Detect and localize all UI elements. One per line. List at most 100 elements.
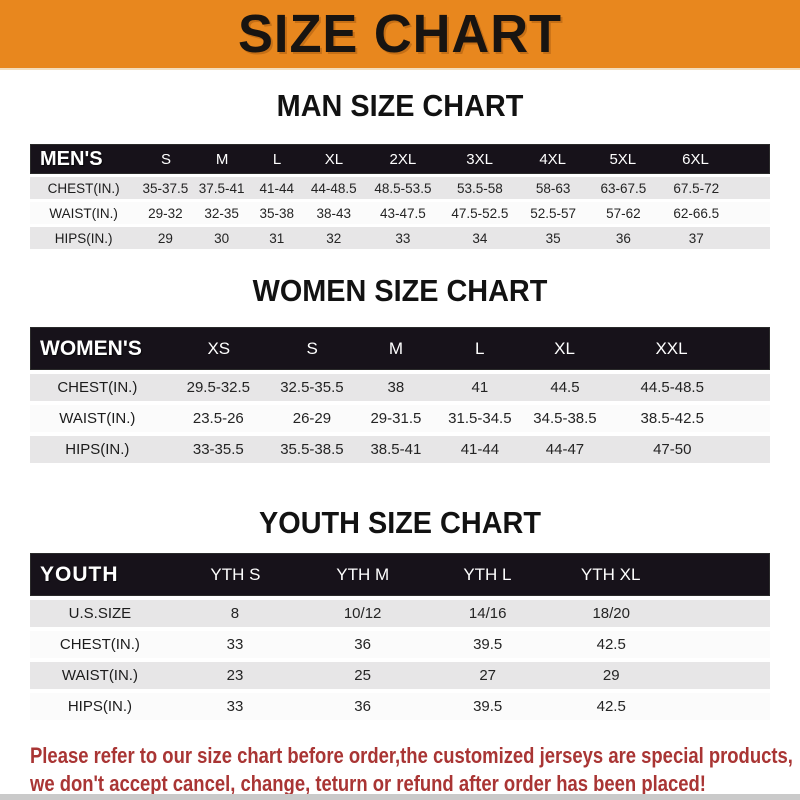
table-row: HIPS(IN.) 33 36 39.5 42.5 bbox=[30, 693, 770, 720]
size-value: 35.5-38.5 bbox=[280, 441, 344, 458]
size-value: 32 bbox=[326, 230, 342, 246]
row-label: CHEST(IN.) bbox=[59, 636, 140, 653]
column-header: S bbox=[161, 150, 172, 168]
table-row: WAIST(IN.) 23.5-26 26-29 29-31.5 31.5-34.5 34… bbox=[30, 405, 770, 432]
column-header: S bbox=[306, 338, 318, 358]
size-value: 38-43 bbox=[316, 205, 352, 221]
row-label: WAIST(IN.) bbox=[59, 410, 136, 427]
row-label: WAIST(IN.) bbox=[61, 667, 138, 684]
order-policy-note: Please refer to our size chart before or… bbox=[30, 742, 800, 798]
size-value: 67.5-72 bbox=[673, 180, 720, 196]
column-header: XXL bbox=[655, 338, 688, 358]
column-header: L bbox=[272, 150, 282, 168]
table-row: CHEST(IN.) 35-37.5 37.5-41 41-44 44-48.5 48.5… bbox=[30, 177, 770, 199]
bottom-divider bbox=[0, 794, 800, 800]
table-row: CHEST(IN.) 29.5-32.5 32.5-35.5 38 41 44.5 44.5… bbox=[30, 374, 770, 401]
size-value: 47-50 bbox=[653, 441, 692, 458]
size-value: 31 bbox=[269, 230, 285, 246]
column-header: XL bbox=[324, 150, 344, 168]
column-header: 3XL bbox=[466, 150, 493, 168]
table-header-label: MEN'S bbox=[40, 147, 103, 170]
size-value: 36 bbox=[354, 636, 371, 653]
size-value: 27 bbox=[479, 667, 496, 684]
table-header-label: YOUTH bbox=[40, 562, 119, 586]
size-value: 43-47.5 bbox=[380, 205, 426, 221]
column-header: 6XL bbox=[682, 150, 709, 168]
size-value: 57-62 bbox=[606, 205, 641, 221]
size-value: 44-48.5 bbox=[310, 180, 357, 196]
youth-section-heading: YOUTH SIZE CHART bbox=[259, 505, 541, 540]
size-value: 29-32 bbox=[148, 205, 183, 221]
size-value: 41-44 bbox=[460, 441, 500, 458]
table-row: WAIST(IN.) 23 25 27 29 bbox=[30, 662, 770, 689]
men-size-table: MEN'S S M L XL 2XL 3XL 4XL 5XL 6XL CHEST(IN.) 35-… bbox=[30, 144, 770, 249]
size-value: 35-38 bbox=[259, 205, 295, 221]
size-value: 26-29 bbox=[292, 410, 332, 427]
size-value: 41 bbox=[471, 379, 489, 396]
row-label: U.S.SIZE bbox=[68, 605, 132, 622]
table-row: WAIST(IN.) 29-32 32-35 35-38 38-43 43-47.5 47.… bbox=[30, 202, 770, 224]
table-header: WOMEN'S XS S M L XL XXL bbox=[30, 327, 770, 370]
size-value: 52.5-57 bbox=[530, 205, 577, 221]
size-value: 47.5-52.5 bbox=[451, 205, 509, 221]
size-value: 32.5-35.5 bbox=[280, 379, 344, 396]
size-value: 33-35.5 bbox=[192, 441, 244, 458]
table-header: YOUTH YTH S YTH M YTH L YTH XL bbox=[30, 553, 770, 596]
size-value: 48.5-53.5 bbox=[374, 180, 432, 196]
table-row: CHEST(IN.) 33 36 39.5 42.5 bbox=[30, 631, 770, 658]
size-value: 37 bbox=[688, 230, 704, 246]
size-value: 38 bbox=[387, 379, 405, 396]
column-header: YTH L bbox=[463, 564, 512, 584]
column-header: XS bbox=[207, 338, 231, 358]
table-row: HIPS(IN.) 29 30 31 32 33 34 35 36 37 bbox=[30, 227, 770, 249]
size-value: 35 bbox=[545, 230, 561, 246]
size-value: 38.5-42.5 bbox=[640, 410, 704, 427]
size-value: 30 bbox=[214, 230, 230, 246]
size-value: 44.5 bbox=[550, 379, 580, 396]
size-value: 23.5-26 bbox=[192, 410, 244, 427]
size-value: 14/16 bbox=[468, 605, 507, 622]
size-value: 34.5-38.5 bbox=[533, 410, 597, 427]
size-value: 29.5-32.5 bbox=[186, 379, 251, 396]
size-value: 25 bbox=[354, 667, 371, 684]
size-value: 38.5-41 bbox=[370, 441, 422, 458]
size-value: 39.5 bbox=[473, 698, 503, 715]
size-value: 8 bbox=[230, 605, 240, 622]
women-section-heading: WOMEN SIZE CHART bbox=[252, 273, 548, 308]
size-value: 10/12 bbox=[343, 605, 382, 622]
row-label: CHEST(IN.) bbox=[47, 180, 120, 196]
table-row: HIPS(IN.) 33-35.5 35.5-38.5 38.5-41 41-44 44-… bbox=[30, 436, 770, 463]
size-value: 36 bbox=[354, 698, 371, 715]
column-header: XL bbox=[554, 338, 575, 358]
size-value: 44.5-48.5 bbox=[640, 379, 704, 396]
column-header: YTH XL bbox=[580, 564, 641, 584]
column-header: YTH S bbox=[210, 564, 261, 584]
size-value: 41-44 bbox=[259, 180, 295, 196]
size-value: 36 bbox=[615, 230, 631, 246]
size-value: 32-35 bbox=[204, 205, 239, 221]
column-header: 4XL bbox=[539, 150, 567, 168]
size-value: 53.5-58 bbox=[456, 180, 503, 196]
size-value: 35-37.5 bbox=[142, 180, 189, 196]
row-label: CHEST(IN.) bbox=[57, 379, 138, 396]
row-label: HIPS(IN.) bbox=[67, 698, 133, 715]
column-header: M bbox=[215, 150, 229, 168]
man-section-heading: MAN SIZE CHART bbox=[276, 88, 524, 123]
size-value: 39.5 bbox=[473, 636, 503, 653]
row-label: HIPS(IN.) bbox=[65, 441, 130, 458]
size-value: 23 bbox=[226, 667, 244, 684]
column-header: 2XL bbox=[389, 150, 417, 168]
size-value: 33 bbox=[395, 230, 411, 246]
size-value: 29-31.5 bbox=[370, 410, 422, 427]
column-header: YTH M bbox=[336, 564, 390, 584]
size-value: 63-67.5 bbox=[600, 180, 647, 196]
size-value: 42.5 bbox=[596, 698, 626, 715]
size-value: 18/20 bbox=[592, 605, 630, 622]
column-header: 5XL bbox=[609, 150, 637, 168]
youth-size-table: YOUTH YTH S YTH M YTH L YTH XL U.S.SIZE 8 10/… bbox=[30, 553, 770, 720]
policy-line-2: we don't accept cancel, change, teturn o… bbox=[30, 771, 706, 796]
size-chart-banner: SIZE CHART bbox=[0, 0, 800, 70]
size-value: 42.5 bbox=[596, 636, 626, 653]
size-value: 29 bbox=[157, 230, 173, 246]
size-value: 33 bbox=[226, 698, 244, 715]
